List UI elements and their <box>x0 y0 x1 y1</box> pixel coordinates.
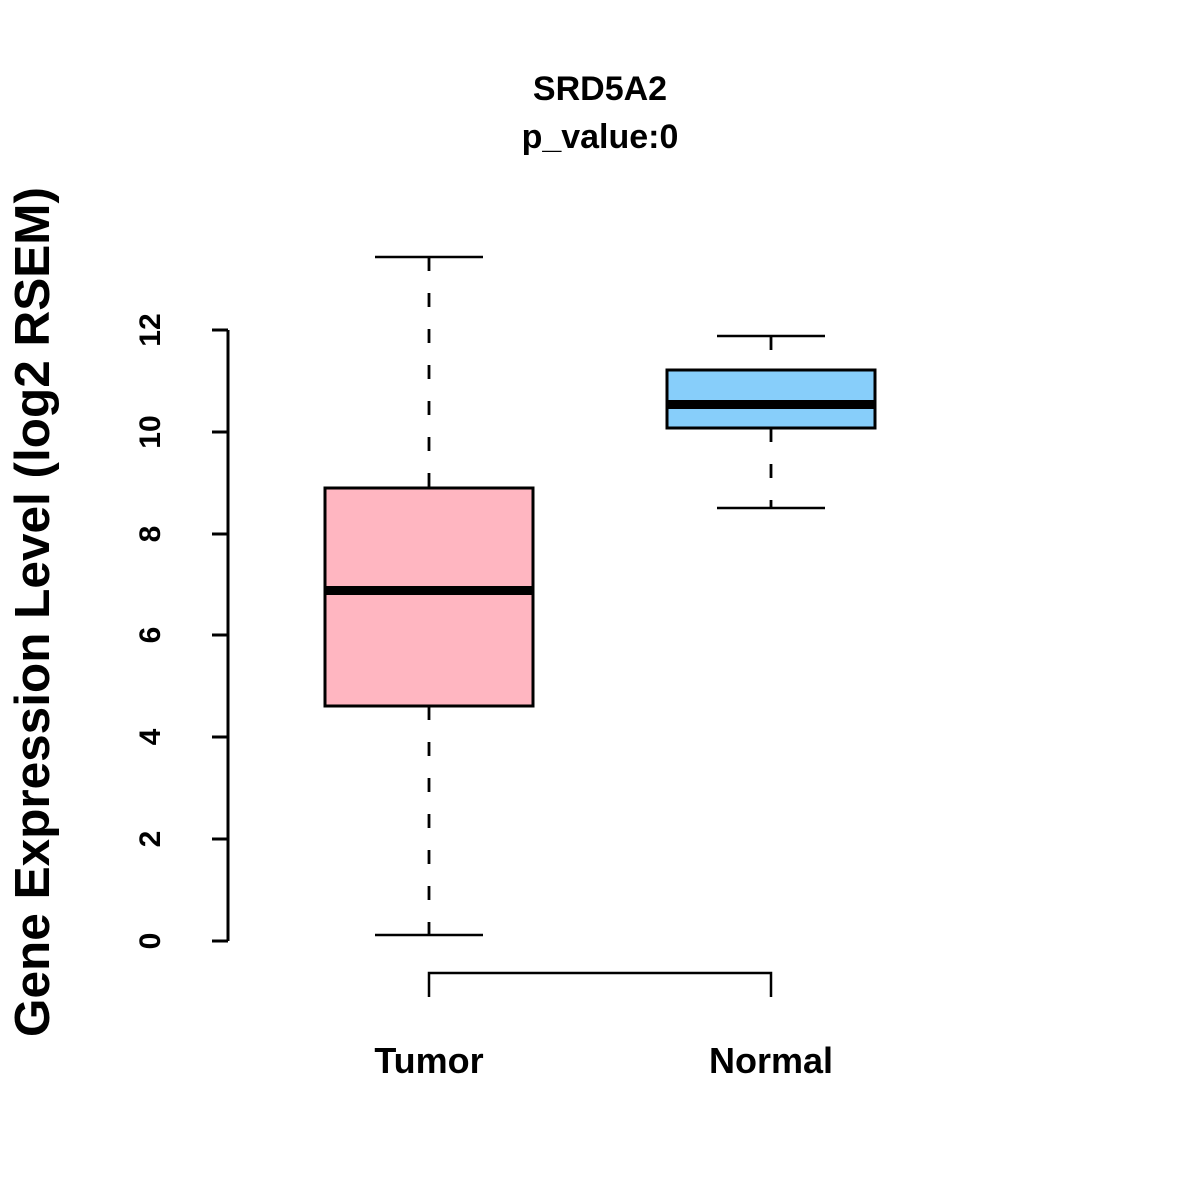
svg-text:p_value:0: p_value:0 <box>522 118 679 156</box>
svg-text:4: 4 <box>134 728 167 745</box>
svg-text:Normal: Normal <box>709 1040 833 1081</box>
svg-text:8: 8 <box>134 526 167 543</box>
svg-text:12: 12 <box>134 313 167 346</box>
svg-text:10: 10 <box>134 415 167 448</box>
svg-text:2: 2 <box>134 831 167 848</box>
svg-text:SRD5A2: SRD5A2 <box>533 70 667 108</box>
svg-text:Tumor: Tumor <box>374 1040 483 1081</box>
svg-text:0: 0 <box>134 933 167 950</box>
svg-text:Gene Expression Level (log2 RS: Gene Expression Level (log2 RSEM) <box>5 187 60 1037</box>
svg-text:6: 6 <box>134 627 167 644</box>
